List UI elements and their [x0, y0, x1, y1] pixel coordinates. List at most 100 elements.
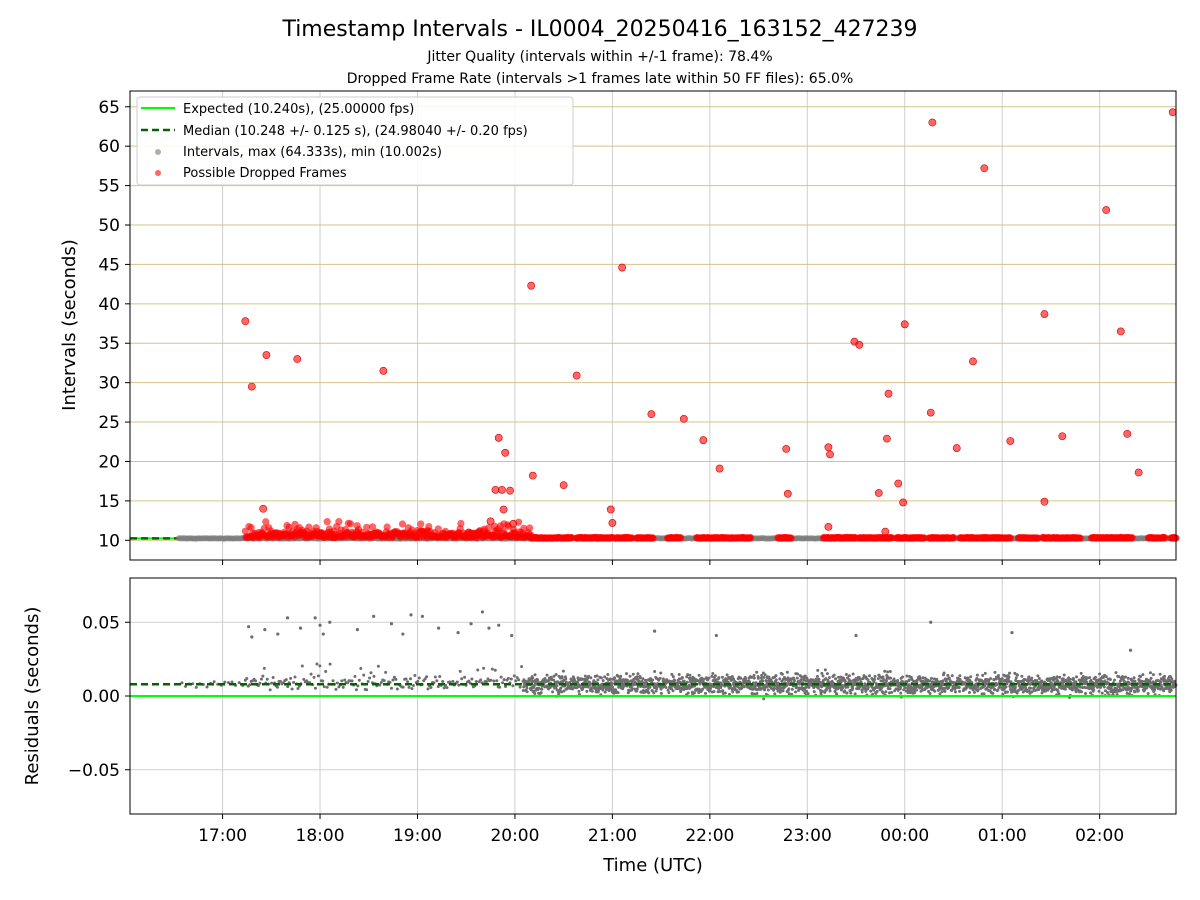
residual-point: [774, 674, 778, 678]
intervals-y-axis: 10 15 20 25 30 35 40 45 50 55 60 65: [98, 98, 130, 551]
legend-box: [136, 96, 574, 186]
residual-point: [975, 673, 979, 677]
residual-point: [996, 673, 1000, 677]
residual-point: [638, 676, 642, 680]
x-tick-label: 18:00: [296, 826, 345, 846]
residual-point: [913, 691, 917, 695]
residual-outlier-point: [437, 626, 441, 630]
residual-point: [671, 689, 675, 693]
residual-point: [976, 688, 980, 692]
residual-outlier-point: [469, 622, 473, 626]
dropped-frame-point: [559, 481, 568, 490]
residuals-y-axis-label: Residuals (seconds): [22, 607, 43, 786]
legend: Expected (10.240s), (25.00000 fps) Media…: [136, 96, 574, 186]
residuals-y-tick-label: −0.05: [68, 761, 120, 781]
residual-point: [723, 691, 727, 695]
residual-point: [284, 678, 288, 682]
residual-point: [482, 666, 486, 670]
residual-point: [789, 677, 793, 681]
intervals-panel: 10 15 20 25 30 35 40 45 50 55 60 65 Intervals (seco…: [59, 90, 1180, 565]
residual-point: [744, 676, 748, 680]
residual-point: [703, 691, 707, 695]
residual-point: [907, 678, 911, 682]
residual-point: [861, 676, 865, 680]
legend-dropped-swatch: [155, 170, 161, 176]
residual-point: [499, 675, 503, 679]
residual-point: [957, 685, 961, 689]
residual-point: [713, 674, 717, 678]
residual-point: [1079, 690, 1083, 694]
residual-outlier-point: [389, 622, 394, 626]
residual-point: [313, 686, 317, 690]
residual-point: [555, 688, 559, 692]
residual-point: [760, 673, 764, 677]
residual-outlier-point: [321, 632, 325, 636]
residual-point: [369, 671, 373, 675]
residual-point: [958, 674, 962, 678]
x-tick-label: 00:00: [880, 826, 929, 846]
residual-point: [1139, 675, 1143, 679]
residual-point: [680, 676, 684, 680]
residual-point: [616, 674, 620, 678]
residual-point: [608, 686, 612, 690]
residual-point: [792, 679, 796, 683]
intervals-y-tick-label: 10: [98, 531, 120, 551]
residual-point: [521, 688, 525, 692]
residual-point: [587, 674, 591, 678]
residual-point: [460, 677, 464, 681]
dropped-frame-point: [262, 518, 270, 526]
residual-outlier-point: [401, 632, 405, 636]
residual-point: [903, 686, 907, 690]
residual-point: [1030, 676, 1034, 680]
residual-point: [827, 676, 831, 680]
residual-point: [799, 678, 803, 682]
residual-point: [806, 692, 810, 696]
residual-point: [969, 675, 973, 679]
residual-point: [331, 679, 335, 683]
x-tick-label: 17:00: [198, 826, 247, 846]
residual-outlier-point: [929, 620, 933, 624]
residual-point: [632, 678, 636, 682]
residual-point: [616, 691, 620, 695]
residual-point: [929, 676, 933, 680]
residual-point: [1169, 688, 1173, 692]
residual-point: [670, 672, 674, 676]
residual-point: [506, 676, 510, 680]
residual-point: [1094, 675, 1098, 679]
residual-point: [212, 680, 216, 684]
residual-point: [356, 684, 360, 688]
dropped-frame-point: [499, 505, 508, 514]
residual-point: [511, 684, 515, 688]
residual-point: [873, 674, 877, 678]
residual-point: [1141, 679, 1145, 683]
residual-point: [882, 678, 886, 682]
dropped-frame-point: [485, 524, 493, 532]
dropped-frame-point: [969, 357, 977, 366]
residual-point: [302, 677, 306, 681]
dropped-frame-point: [509, 519, 518, 528]
residual-point: [322, 685, 326, 689]
residual-point: [635, 675, 639, 679]
residual-point: [666, 688, 670, 692]
residual-point: [555, 684, 559, 688]
residual-point: [752, 673, 756, 677]
residual-point: [1052, 688, 1056, 692]
residual-point: [576, 680, 580, 684]
residual-point: [707, 676, 711, 680]
time-x-axis: 17:00 18:00 19:00 20:00 21:00 22:00 23:00 00:00…: [198, 814, 1124, 846]
residual-point: [1007, 675, 1011, 679]
residual-point: [899, 691, 903, 695]
residual-point: [589, 676, 593, 680]
legend-intervals-swatch: [155, 149, 161, 155]
residual-point: [823, 668, 827, 672]
dropped-frame-point: [928, 118, 937, 127]
residual-point: [790, 687, 794, 691]
residual-point: [590, 689, 594, 693]
residual-point: [1136, 688, 1140, 692]
residual-point: [750, 675, 754, 679]
residual-point: [631, 672, 635, 676]
residual-point: [868, 674, 872, 678]
residual-point: [564, 677, 568, 681]
intervals-x-tick-marks: [222, 560, 1101, 565]
dropped-frame-point: [1040, 310, 1049, 318]
